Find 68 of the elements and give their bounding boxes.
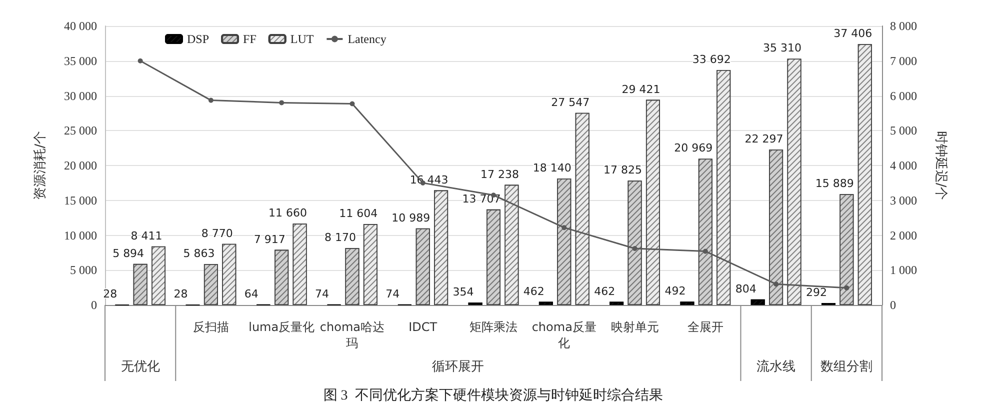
x-tick-label: choma反量化 xyxy=(532,320,596,350)
x-tick-label: 反扫描 xyxy=(192,320,229,334)
data-label: 37 406 xyxy=(834,27,872,40)
y2-tick-label: 2 000 xyxy=(890,228,917,242)
data-label: 18 140 xyxy=(532,161,572,174)
y-tick-label: 30 000 xyxy=(64,88,97,103)
y2-tick-label: 8 000 xyxy=(890,19,917,33)
text: 图 3 不同优化方案下硬件模块资源与时钟延时综合结果 xyxy=(323,386,663,404)
data-label: 28 xyxy=(174,288,188,300)
data-label: 10 989 xyxy=(392,211,430,224)
data-label: 8 411 xyxy=(130,229,162,242)
y2-tick-label: 6 000 xyxy=(890,88,917,103)
data-label: 22 297 xyxy=(744,132,784,146)
y2-tick-label: 5 000 xyxy=(890,124,917,138)
y2-tick-label: 4 000 xyxy=(890,158,917,172)
data-label: 8 170 xyxy=(324,231,356,244)
y2-tick-label: 3 000 xyxy=(890,193,917,208)
data-label: 17 825 xyxy=(604,164,642,177)
data-label: 74 xyxy=(386,287,400,300)
y-tick-label: 15 000 xyxy=(64,193,97,208)
data-label: 8 770 xyxy=(201,226,233,240)
data-label: 462 xyxy=(523,284,544,298)
x-tick-label: IDCT xyxy=(408,320,438,334)
x-tick-label: 全展开 xyxy=(687,320,724,334)
y-tick-label: 10 000 xyxy=(64,228,97,242)
data-label: 33 692 xyxy=(692,53,731,66)
x-tick-label: 矩阵乘法 xyxy=(470,320,518,334)
data-label: 15 889 xyxy=(815,177,854,190)
legend-label: LUT xyxy=(290,32,314,46)
data-label: 7 917 xyxy=(254,232,286,246)
text: 流水线 xyxy=(756,358,796,374)
data-label: 11 604 xyxy=(339,207,378,220)
legend-label: FF xyxy=(243,32,257,46)
x-tick-label: luma反量化 xyxy=(248,320,315,334)
text: 数组分割 xyxy=(820,360,873,374)
data-label: 27 547 xyxy=(551,96,590,109)
y2-axis-title: 时钟延迟/个 xyxy=(933,130,948,200)
data-label: 492 xyxy=(664,284,686,298)
text: 无优化 xyxy=(120,360,160,374)
data-label: 462 xyxy=(594,284,616,298)
y-tick-label: 5 000 xyxy=(70,263,97,278)
y-tick-label: 0 xyxy=(91,298,97,312)
y2-tick-label: 0 xyxy=(890,298,896,312)
data-label: 17 238 xyxy=(480,168,519,181)
data-label: 74 xyxy=(315,287,330,300)
y2-tick-label: 7 000 xyxy=(890,54,917,68)
y-tick-label: 35 000 xyxy=(64,54,97,68)
data-label: 29 421 xyxy=(622,82,660,96)
data-label: 35 310 xyxy=(762,42,802,55)
data-label: 354 xyxy=(452,286,474,299)
y-tick-label: 40 000 xyxy=(64,19,97,33)
data-label: 292 xyxy=(806,286,827,299)
x-tick-label: 映射单元 xyxy=(610,320,659,334)
y-axis-title: 资源消耗/个 xyxy=(33,130,48,200)
legend-label: DSP xyxy=(187,32,210,46)
data-label: 11 660 xyxy=(268,206,308,220)
data-label: 5 894 xyxy=(112,246,144,260)
data-label: 5 863 xyxy=(183,247,215,260)
text: 循环展开 xyxy=(432,360,484,374)
legend-label: Latency xyxy=(348,32,386,46)
data-label: 28 xyxy=(103,288,118,300)
x-tick-label: choma哈达玛 xyxy=(320,320,385,350)
y-tick-label: 25 000 xyxy=(64,124,97,138)
y-tick-label: 20 000 xyxy=(64,158,97,172)
data-label: 64 xyxy=(244,287,258,300)
data-label: 804 xyxy=(735,282,756,296)
y2-tick-label: 1 000 xyxy=(890,263,917,278)
data-label: 20 969 xyxy=(674,142,713,155)
